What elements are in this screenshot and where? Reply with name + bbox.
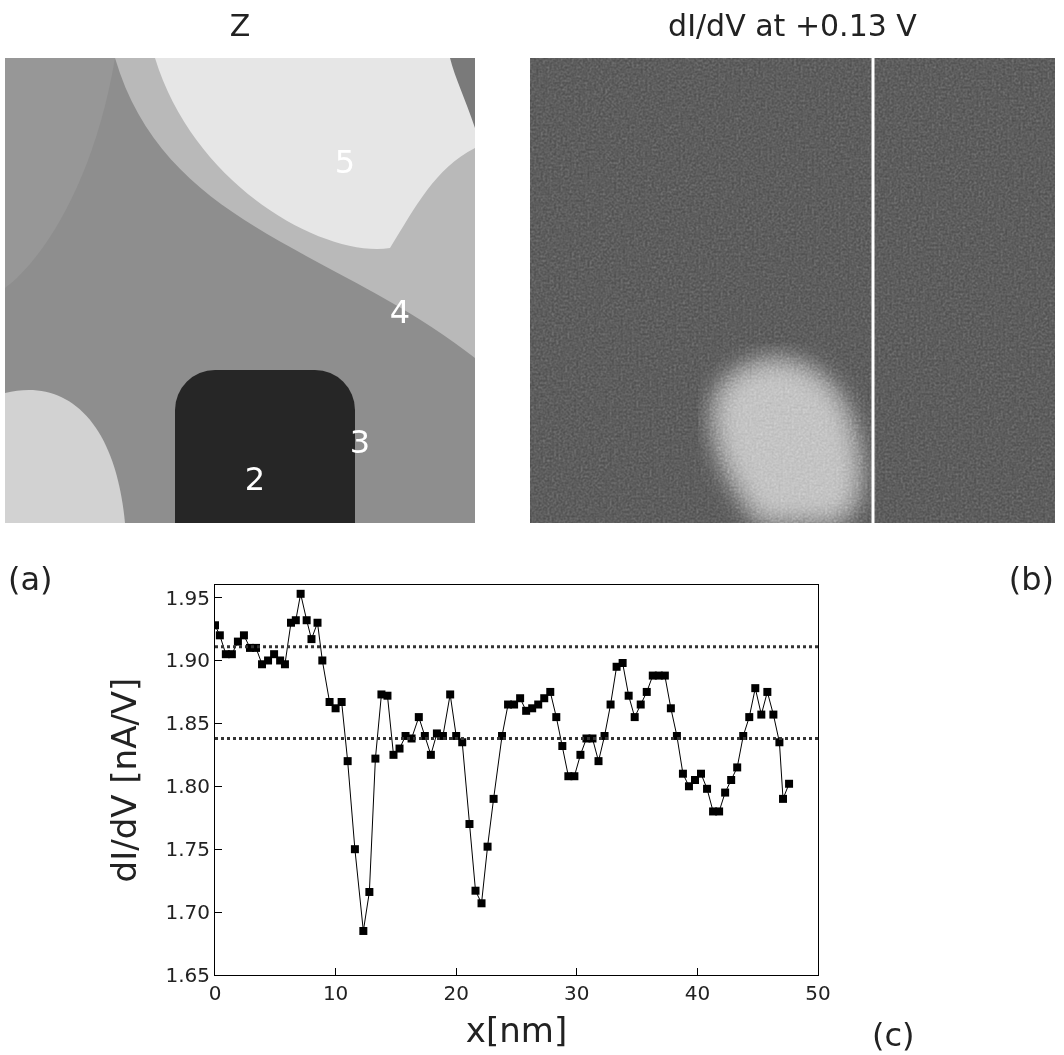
- svg-text:2: 2: [245, 460, 265, 498]
- html-text:(a): (a): [8, 560, 53, 598]
- svg-text:1.80: 1.80: [165, 774, 210, 798]
- svg-text:0: 0: [209, 981, 222, 1005]
- svg-text:5: 5: [335, 143, 355, 181]
- svg-text:1.75: 1.75: [165, 837, 210, 861]
- svg-text:dI/dV [nA/V]: dI/dV [nA/V]: [104, 678, 144, 883]
- svg-text:3: 3: [350, 423, 370, 461]
- svg-text:20: 20: [443, 981, 468, 1005]
- html-text:(b): (b): [1008, 560, 1054, 598]
- svg-text:1.85: 1.85: [165, 711, 210, 735]
- svg-text:1.95: 1.95: [165, 586, 210, 610]
- html-text:Z: Z: [229, 8, 251, 43]
- svg-text:1.65: 1.65: [165, 963, 210, 987]
- svg-text:40: 40: [685, 981, 710, 1005]
- svg-text:1.90: 1.90: [165, 648, 210, 672]
- svg-text:4: 4: [390, 293, 410, 331]
- svg-text:x[nm]: x[nm]: [466, 1010, 567, 1050]
- svg-text:1.70: 1.70: [165, 900, 210, 924]
- svg-text:10: 10: [323, 981, 348, 1005]
- svg-text:50: 50: [805, 981, 830, 1005]
- svg-text:(c): (c): [872, 1016, 915, 1054]
- html-text:dI/dV at +0.13 V: dI/dV at +0.13 V: [668, 8, 917, 43]
- svg-text:30: 30: [564, 981, 589, 1005]
